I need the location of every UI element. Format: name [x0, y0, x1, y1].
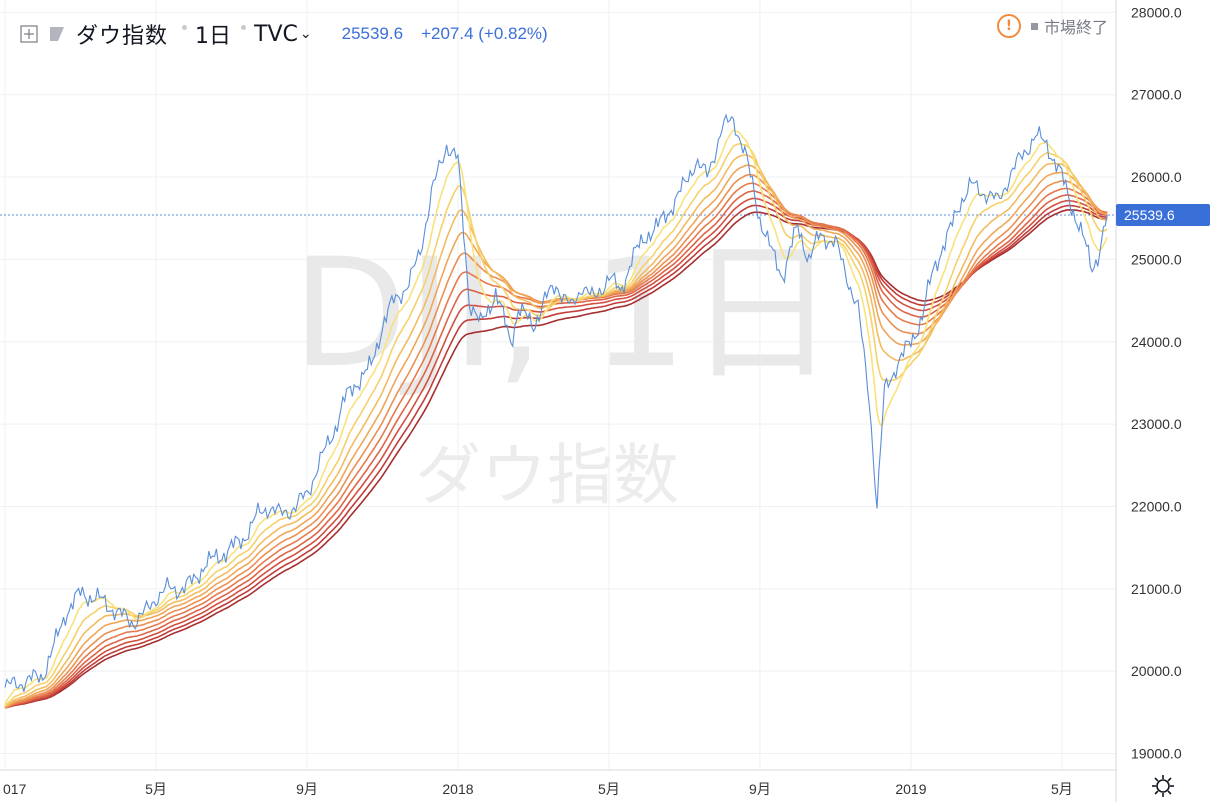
separator-dot	[182, 24, 188, 30]
price-change: +207.4 (+0.82%)	[421, 24, 548, 43]
x-tick-label: 5月	[598, 781, 620, 797]
settings-gear-icon[interactable]	[1152, 775, 1174, 797]
x-tick-label: 2018	[442, 781, 473, 797]
status-dot-icon	[1030, 22, 1038, 30]
y-tick-label: 24000.0	[1131, 334, 1182, 350]
x-tick-label: 9月	[749, 781, 771, 797]
x-tick-label: 5月	[145, 781, 167, 797]
y-tick-label: 19000.0	[1131, 746, 1182, 762]
watermark-name: ダウ指数	[415, 437, 679, 514]
price-axis[interactable]: 28000.0 27000.0 26000.0 25000.0 24000.0 23000…	[1131, 4, 1182, 761]
ma-line-10	[4, 143, 1108, 707]
market-status-text: 市場終了	[1043, 18, 1108, 37]
series-price	[4, 113, 1108, 692]
ma-line-45	[4, 204, 1108, 709]
y-tick-label: 20000.0	[1131, 663, 1182, 679]
y-tick-label: 23000.0	[1131, 416, 1182, 432]
time-axis[interactable]: 017 5月 9月 2018 5月 9月 2019 5月	[3, 781, 1073, 797]
y-tick-label: 26000.0	[1131, 169, 1182, 185]
y-tick-label: 25000.0	[1131, 251, 1182, 267]
exchange-label[interactable]: TVC	[254, 21, 298, 47]
chevron-down-icon[interactable]: ⌄	[299, 26, 312, 42]
y-tick-label: 21000.0	[1131, 581, 1182, 597]
symbol-name[interactable]: ダウ指数	[76, 24, 169, 49]
grid	[0, 0, 1116, 770]
price-line	[4, 113, 1108, 692]
y-tick-label: 27000.0	[1131, 87, 1182, 103]
x-tick-label: 5月	[1051, 781, 1073, 797]
x-tick-label: 9月	[296, 781, 318, 797]
interval-label[interactable]: 1日	[195, 24, 232, 49]
symbol-flag-icon[interactable]	[48, 25, 66, 43]
x-tick-label: 2019	[895, 781, 926, 797]
last-price-label: 25539.6	[1116, 203, 1210, 226]
ma-line-5	[4, 129, 1108, 706]
watermark-symbol: DJI, 1日	[292, 227, 837, 401]
last-price: 25539.6	[341, 24, 404, 43]
warning-icon[interactable]: !	[996, 14, 1021, 38]
y-tick-label: 22000.0	[1131, 498, 1182, 514]
market-status: ! 市場終了	[996, 14, 1108, 38]
x-tick-label: 017	[3, 781, 27, 797]
symbol-header: ダウ指数 1日 TVC ⌄ 25539.6 +207.4 (+0.82%)	[20, 14, 548, 54]
ma-line-50	[4, 208, 1108, 709]
svg-text:25539.6: 25539.6	[1124, 207, 1175, 223]
y-tick-label: 28000.0	[1131, 4, 1182, 20]
separator-dot	[241, 24, 247, 30]
ma-line-30	[4, 182, 1108, 709]
ma-line-20	[4, 164, 1108, 708]
ma-line-35	[4, 190, 1108, 709]
expand-plus-icon[interactable]	[20, 25, 38, 43]
